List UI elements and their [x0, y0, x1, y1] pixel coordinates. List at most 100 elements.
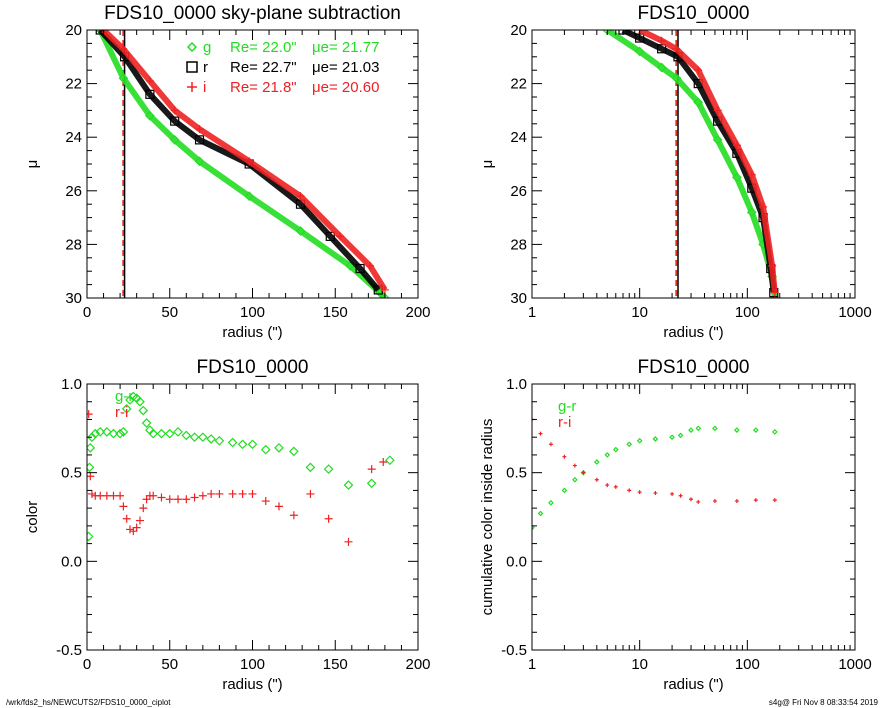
- y-axis-label: color: [24, 501, 41, 534]
- point-i: [380, 285, 389, 294]
- x-tick-label: 100: [735, 304, 760, 321]
- point-g-r: [227, 437, 238, 448]
- legend-re: Re= 22.7": [230, 59, 297, 76]
- point-g: [244, 191, 255, 202]
- point-r-i: [119, 502, 128, 511]
- point-g-r: [247, 439, 258, 450]
- point-g: [671, 73, 682, 84]
- x-tick-label: 150: [323, 656, 348, 673]
- y-tick-label: 0.0: [61, 553, 82, 570]
- legend-re: Re= 22.0": [230, 39, 297, 56]
- plot-area: [87, 391, 395, 546]
- point-g-r: [260, 444, 271, 455]
- point-r-i: [538, 431, 543, 436]
- y-tick-label: 22: [65, 76, 82, 93]
- point-i: [145, 76, 154, 85]
- x-tick-label: 10: [631, 304, 648, 321]
- point-g-r: [612, 446, 619, 453]
- legend-r-i: r-i: [115, 404, 128, 421]
- point-g-r: [593, 459, 600, 465]
- point-g-r: [156, 428, 167, 439]
- y-axis-label: μ: [24, 160, 41, 169]
- point-g-r: [753, 427, 759, 433]
- legend-band: r: [203, 59, 208, 76]
- legend-r-i: r-i: [558, 414, 571, 431]
- point-g-r: [90, 428, 101, 439]
- point-g-r: [305, 462, 316, 473]
- point-r-i: [248, 489, 257, 498]
- point-g-r: [206, 434, 216, 444]
- point-g-r: [571, 476, 578, 483]
- y-axis-label: μ: [479, 160, 496, 169]
- point-r-i: [653, 491, 658, 496]
- point-r-i: [562, 454, 567, 459]
- point-g-r: [712, 425, 718, 432]
- y-tick-label: 1.0: [506, 376, 527, 393]
- point-g-r: [87, 442, 96, 453]
- point-r-i: [157, 493, 166, 502]
- point-r-i: [712, 499, 717, 504]
- point-g: [145, 110, 155, 121]
- x-axis-label: radius ("): [663, 324, 723, 341]
- point-g-r: [95, 427, 106, 437]
- point-r: [355, 263, 365, 274]
- legend-band: g: [203, 39, 211, 56]
- profile-line-i: [101, 30, 388, 292]
- footer-timestamp: s4g@ Fri Nov 8 08:33:54 2019: [769, 698, 879, 707]
- point-r: [145, 89, 155, 99]
- point-r-i: [165, 495, 174, 504]
- point-g-r: [537, 510, 544, 517]
- point-g-r: [561, 487, 568, 494]
- point-i: [119, 44, 128, 53]
- point-g: [769, 293, 780, 298]
- point-g-r: [237, 439, 248, 450]
- point-g: [602, 30, 613, 35]
- x-tick-label: 100: [735, 656, 760, 673]
- point-g: [732, 172, 742, 183]
- panel-1: 0 50 100 150 200 20 22 24 26 28 30 FDS10_0000 sky-p…: [24, 3, 431, 341]
- point-r-i: [87, 410, 93, 419]
- point-g: [693, 97, 704, 108]
- point-r-i: [215, 489, 224, 498]
- x-tick-label: 1: [528, 304, 536, 321]
- x-axis-label: radius ("): [663, 676, 723, 693]
- y-axis-label: cumulative color inside radius: [479, 419, 496, 616]
- x-tick-label: 1000: [838, 656, 871, 673]
- y-tick-label: -0.5: [56, 642, 82, 659]
- point-r-i: [548, 442, 553, 447]
- point-g-r: [343, 480, 354, 490]
- point-i: [336, 232, 345, 241]
- y-tick-label: 0.0: [506, 553, 527, 570]
- y-tick-label: 0.5: [61, 465, 82, 482]
- point-g: [118, 73, 129, 84]
- point-i: [770, 288, 779, 297]
- y-tick-label: 22: [510, 76, 527, 93]
- point-r-i: [149, 491, 158, 500]
- plus-icon: [187, 82, 197, 92]
- plot-frame: [86, 383, 419, 651]
- point-g-r: [695, 425, 702, 432]
- x-tick-label: 150: [323, 304, 348, 321]
- point-r-i: [190, 493, 199, 502]
- x-tick-label: 0: [83, 656, 91, 673]
- point-g-r: [87, 531, 94, 542]
- point-g-r: [688, 427, 694, 433]
- legend-g-r: g-r: [115, 388, 133, 405]
- point-g: [634, 46, 645, 57]
- point-g-r: [198, 432, 208, 443]
- point-r-i: [324, 514, 333, 523]
- y-tick-label: -0.5: [501, 642, 527, 659]
- point-r-i: [228, 489, 237, 498]
- point-i: [694, 66, 703, 75]
- point-r-i: [753, 498, 758, 503]
- point-i: [768, 261, 777, 270]
- point-g-r: [181, 430, 192, 441]
- point-g-r: [652, 436, 659, 442]
- point-g: [375, 287, 385, 298]
- point-i: [747, 170, 756, 179]
- point-r-i: [122, 514, 131, 523]
- profile-line-g: [97, 30, 388, 298]
- panel-4: 1 10 100 1000 -0.5 0.0 0.5 1.0 FDS10_0000radius …: [479, 357, 872, 693]
- point-g-r: [677, 432, 684, 439]
